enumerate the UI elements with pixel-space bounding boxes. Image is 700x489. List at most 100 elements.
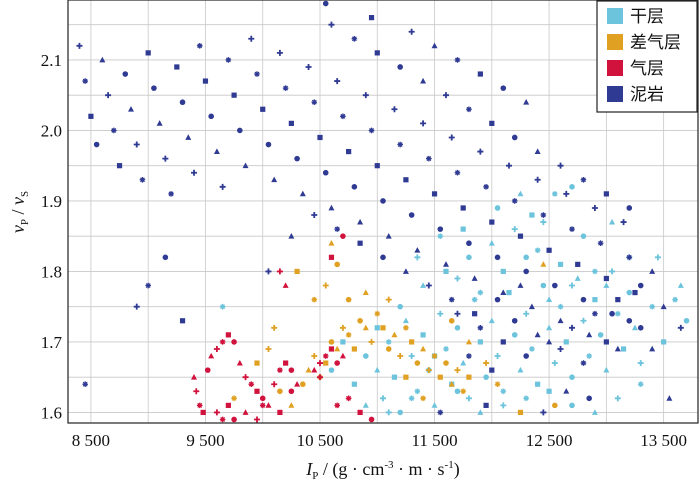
data-point (76, 42, 83, 49)
data-point (397, 303, 403, 310)
data-point (248, 35, 255, 42)
data-point (511, 317, 518, 324)
data-point (402, 268, 409, 274)
data-point (586, 395, 592, 402)
y-tick-label: 2.0 (41, 121, 62, 140)
data-point (145, 282, 151, 289)
data-point (517, 409, 524, 416)
data-point (277, 388, 283, 395)
data-point (311, 366, 318, 373)
data-point (162, 254, 169, 261)
data-point (443, 268, 449, 275)
data-point (483, 360, 490, 367)
legend-swatch (607, 60, 623, 76)
data-point (259, 395, 266, 402)
data-point (311, 212, 318, 219)
data-point (374, 50, 380, 56)
data-point (403, 325, 409, 331)
data-point (563, 388, 570, 394)
data-point (500, 85, 507, 91)
data-point (368, 338, 375, 345)
data-point (277, 367, 283, 373)
data-point (614, 395, 621, 402)
data-point (340, 339, 346, 345)
data-point (346, 148, 352, 155)
data-point (454, 57, 461, 63)
data-point (99, 56, 106, 63)
data-point (254, 71, 260, 77)
data-point (483, 184, 489, 190)
data-point (483, 402, 489, 408)
data-point (200, 409, 206, 416)
data-point (500, 339, 506, 345)
data-point (540, 409, 547, 416)
data-point (506, 289, 512, 296)
data-point (511, 134, 518, 141)
data-point (391, 331, 398, 338)
data-point (380, 254, 386, 261)
x-tick-label: 9 500 (186, 431, 224, 450)
data-point (615, 310, 621, 317)
data-point (431, 353, 438, 359)
x-tick-label: 13 500 (640, 431, 687, 450)
data-point (311, 353, 318, 360)
data-point (225, 332, 231, 338)
data-point (523, 353, 529, 359)
data-point (488, 317, 495, 324)
data-point (529, 212, 535, 218)
y-tick-label: 1.6 (41, 403, 62, 422)
data-point (174, 64, 180, 70)
data-point (277, 409, 283, 416)
data-point (260, 106, 266, 112)
data-point (219, 303, 226, 310)
data-point (575, 261, 581, 267)
data-point (494, 254, 501, 261)
data-point (443, 92, 449, 99)
data-point (179, 318, 186, 324)
data-point (477, 289, 484, 296)
data-point (271, 381, 278, 388)
data-point (500, 402, 507, 409)
data-point (380, 325, 386, 331)
data-point (403, 374, 409, 380)
data-point (385, 409, 392, 416)
data-point (403, 177, 409, 183)
data-point (282, 282, 289, 288)
data-point (557, 162, 564, 169)
data-point (317, 134, 323, 141)
data-point (472, 311, 478, 317)
x-tick-label: 10 500 (297, 431, 344, 450)
data-point (557, 303, 564, 310)
data-point (603, 275, 609, 282)
data-point (414, 360, 421, 366)
data-point (592, 297, 598, 303)
data-point (357, 240, 363, 246)
data-point (586, 331, 593, 338)
data-point (323, 360, 329, 366)
data-point (614, 345, 621, 352)
x-axis-label: IP / (g · cm-3 · m · s-1) (305, 459, 459, 482)
data-point (288, 402, 295, 408)
data-point (534, 331, 541, 338)
data-point (282, 85, 289, 91)
data-point (380, 395, 386, 402)
data-point (231, 416, 237, 423)
data-point (191, 169, 197, 176)
data-point (552, 282, 558, 289)
data-point (368, 15, 375, 21)
data-point (609, 218, 616, 225)
data-point (546, 338, 553, 345)
data-point (339, 352, 346, 359)
data-point (231, 92, 237, 98)
data-point (425, 282, 432, 289)
data-point (603, 339, 609, 345)
data-point (397, 353, 404, 360)
data-point (626, 205, 633, 211)
data-point (420, 332, 426, 338)
data-point (219, 416, 226, 423)
data-point (557, 345, 564, 352)
data-point (334, 402, 340, 409)
data-point (443, 360, 449, 366)
